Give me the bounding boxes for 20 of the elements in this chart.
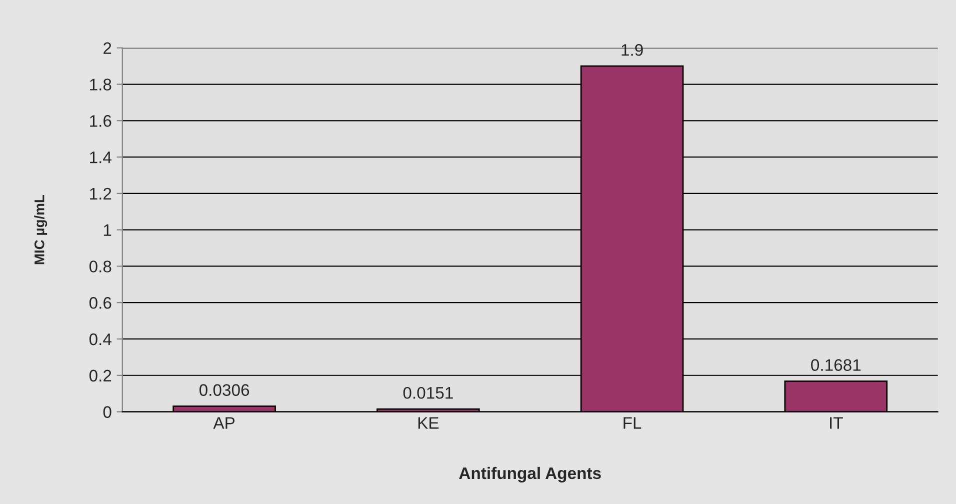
- data-label: 0.1681: [811, 359, 861, 371]
- y-tick-label: 1.2: [90, 188, 112, 200]
- x-axis-title: Antifungal Agents: [459, 466, 601, 482]
- y-tick-label: 0.6: [89, 297, 112, 309]
- y-tick-label: 1.4: [90, 152, 112, 164]
- y-tick-label: 1.8: [90, 78, 112, 90]
- y-tick-label: 2: [104, 42, 112, 54]
- x-tick-label: AP: [213, 417, 235, 429]
- y-tick-label: 1.6: [90, 115, 112, 127]
- y-tick-label: 0.4: [89, 333, 112, 346]
- x-tick-label: IT: [830, 417, 843, 429]
- data-label: 0.0306: [199, 384, 250, 396]
- y-tick-label: 0.8: [89, 260, 112, 272]
- x-tick-label: FL: [624, 417, 642, 429]
- y-tick-label: 1: [104, 224, 112, 236]
- data-label: 0.0151: [403, 386, 453, 399]
- y-tick-label: 0.2: [89, 370, 112, 382]
- y-axis-title: MIC µg/mL: [34, 195, 48, 264]
- x-tick-label: KE: [418, 417, 439, 429]
- y-tick-label: 0: [103, 406, 112, 418]
